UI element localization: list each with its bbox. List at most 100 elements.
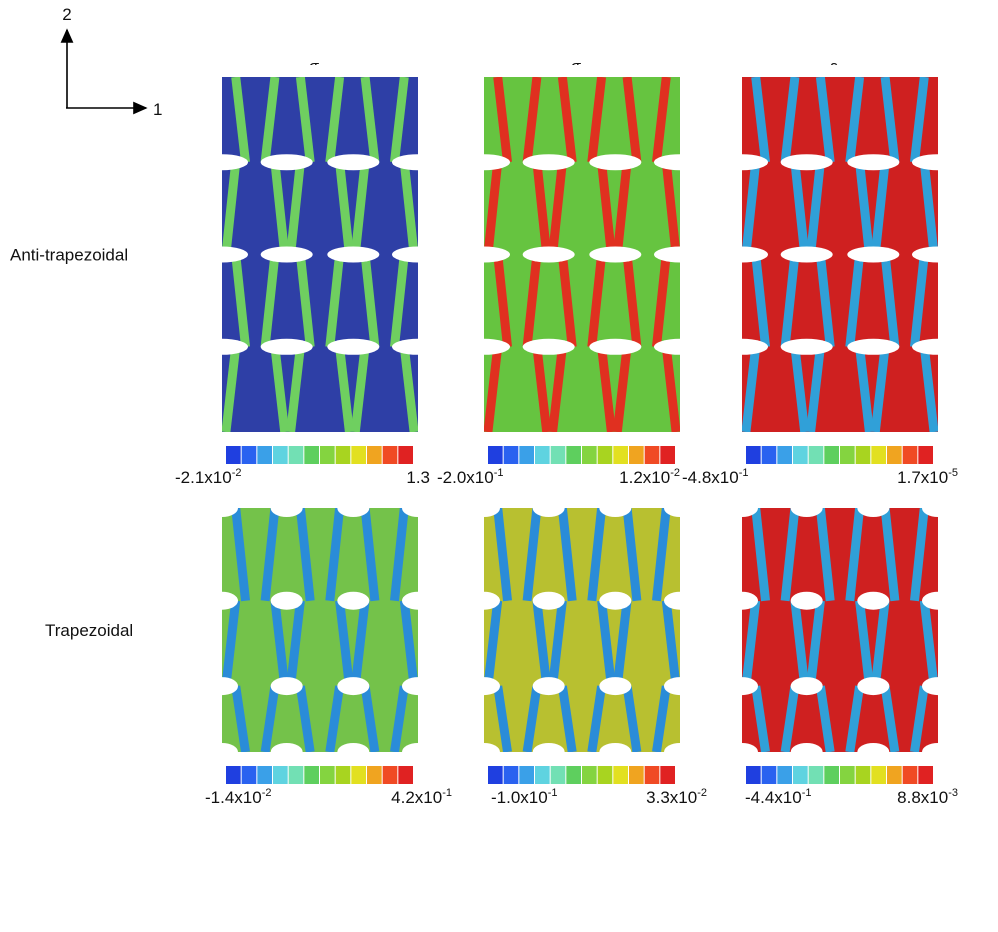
hole bbox=[261, 339, 313, 355]
hole bbox=[261, 154, 313, 170]
colorbar-cell bbox=[887, 766, 902, 784]
colorbar-cell bbox=[645, 446, 660, 464]
colorbar-cell bbox=[918, 766, 933, 784]
colorbar-cell bbox=[856, 766, 871, 784]
colorbar-cell bbox=[746, 766, 761, 784]
colorbar-cell bbox=[887, 446, 902, 464]
hole bbox=[589, 247, 641, 263]
mask-top bbox=[454, 65, 710, 77]
colorbar-label: 1.2x10-2 bbox=[619, 467, 680, 487]
colorbar-cell bbox=[566, 766, 581, 784]
hole bbox=[327, 339, 379, 355]
mask-bottom bbox=[192, 432, 448, 444]
colorbar-cell bbox=[551, 766, 566, 784]
hole bbox=[589, 154, 641, 170]
colorbar-cell bbox=[840, 766, 855, 784]
colorbar-cell bbox=[629, 766, 644, 784]
label-exponent: -1 bbox=[802, 787, 812, 799]
colorbar-cell bbox=[535, 446, 550, 464]
colorbar-cell bbox=[918, 446, 933, 464]
colorbar-cell bbox=[304, 446, 319, 464]
label-base: 1.3 bbox=[406, 468, 430, 487]
mask-right bbox=[418, 498, 448, 762]
colorbar-cell bbox=[226, 446, 241, 464]
label-exponent: -5 bbox=[948, 467, 958, 479]
label-base: 1.2x10 bbox=[619, 468, 670, 487]
colorbar-cell bbox=[289, 446, 304, 464]
colorbar-cell bbox=[336, 766, 351, 784]
mask-top bbox=[454, 496, 710, 508]
hole bbox=[523, 339, 575, 355]
label-base: -4.8x10 bbox=[682, 468, 739, 487]
colorbar-cell bbox=[551, 446, 566, 464]
colorbar-cell bbox=[660, 766, 675, 784]
colorbar-cell bbox=[629, 446, 644, 464]
hole bbox=[847, 154, 899, 170]
mask-top bbox=[192, 65, 448, 77]
colorbar-cell bbox=[320, 446, 335, 464]
contour-plot bbox=[742, 77, 938, 432]
colorbar-label: -4.8x10-1 bbox=[682, 467, 748, 487]
label-base: 1.7x10 bbox=[897, 468, 948, 487]
mask-bottom bbox=[192, 752, 448, 764]
colorbar-cell bbox=[367, 766, 382, 784]
colorbar-cell bbox=[383, 766, 398, 784]
hole bbox=[337, 592, 369, 610]
contour-plot bbox=[222, 77, 418, 432]
mask-bottom bbox=[454, 752, 710, 764]
mask-top bbox=[192, 496, 448, 508]
colorbar-cell bbox=[273, 446, 288, 464]
colorbar-cell bbox=[856, 446, 871, 464]
page: {"axes":{"vertical":"2","horizontal":"1"… bbox=[0, 0, 998, 932]
colorbar-cell bbox=[903, 766, 918, 784]
colorbar-cell bbox=[320, 766, 335, 784]
colorbar-cell bbox=[809, 446, 824, 464]
label-exponent: -1 bbox=[739, 467, 749, 479]
colorbar-cell bbox=[398, 766, 413, 784]
hole bbox=[523, 247, 575, 263]
hole bbox=[599, 592, 631, 610]
colorbar-cell bbox=[257, 446, 272, 464]
colorbar-label: -1.4x10-2 bbox=[205, 787, 271, 807]
mask-bottom bbox=[712, 752, 968, 764]
colorbar-cell bbox=[383, 446, 398, 464]
label-exponent: -2 bbox=[262, 787, 272, 799]
colorbar-cell bbox=[793, 446, 808, 464]
colorbar-cell bbox=[226, 766, 241, 784]
mask-right bbox=[680, 67, 710, 442]
hole bbox=[781, 154, 833, 170]
mask-top bbox=[712, 496, 968, 508]
colorbar-cell bbox=[793, 766, 808, 784]
colorbar-label: -2.1x10-2 bbox=[175, 467, 241, 487]
colorbar-cell bbox=[504, 766, 519, 784]
hole bbox=[533, 592, 565, 610]
colorbar-cell bbox=[777, 766, 792, 784]
row-label: Anti-trapezoidal bbox=[10, 246, 128, 265]
colorbar-cell bbox=[582, 766, 597, 784]
colorbar-cell bbox=[746, 446, 761, 464]
colorbar-cell bbox=[582, 446, 597, 464]
mask-left bbox=[712, 498, 742, 762]
label-base: -2.1x10 bbox=[175, 468, 232, 487]
colorbar-cell bbox=[613, 446, 628, 464]
colorbar-cell bbox=[840, 446, 855, 464]
hole bbox=[271, 677, 303, 695]
colorbar-cell bbox=[824, 766, 839, 784]
label-base: -1.4x10 bbox=[205, 788, 262, 807]
mask-bottom bbox=[712, 432, 968, 444]
colorbar-label: 8.8x10-3 bbox=[897, 787, 958, 807]
colorbar-cell bbox=[519, 446, 534, 464]
hole bbox=[337, 677, 369, 695]
hole bbox=[327, 247, 379, 263]
hole bbox=[857, 677, 889, 695]
hole bbox=[847, 339, 899, 355]
colorbar-cell bbox=[762, 766, 777, 784]
colorbar-cell bbox=[903, 446, 918, 464]
colorbar-cell bbox=[504, 446, 519, 464]
colorbar-cell bbox=[257, 766, 272, 784]
colorbar-cell bbox=[398, 446, 413, 464]
hole bbox=[781, 339, 833, 355]
figure: 2 1 σ22σ12ε12Anti-trapezoidal-2.1x10-21.… bbox=[0, 0, 998, 932]
colorbar-cell bbox=[613, 766, 628, 784]
contour-plot bbox=[484, 77, 680, 432]
